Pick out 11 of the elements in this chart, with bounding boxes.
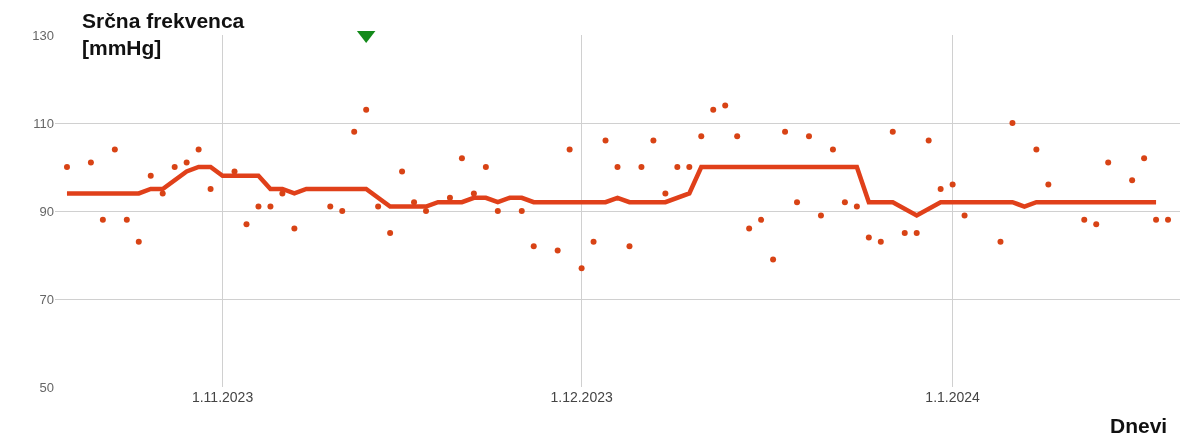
y-tick-label: 110 <box>33 115 54 131</box>
x-axis-title: Dnevi <box>1110 414 1168 434</box>
x-tick-label: 1.12.2023 <box>550 389 613 405</box>
y-axis-title: Srčna frekvenca [mmHg] <box>82 9 245 60</box>
y-tick-label: 50 <box>39 379 54 395</box>
x-tick-label: 1.1.2024 <box>925 389 981 405</box>
y-tick-label: 90 <box>39 203 54 219</box>
line-series <box>64 164 1159 218</box>
x-tick-label: 1.11.2023 <box>191 389 254 405</box>
y-tick-label: 70 <box>39 291 54 307</box>
y-tick-label: 130 <box>32 27 54 43</box>
